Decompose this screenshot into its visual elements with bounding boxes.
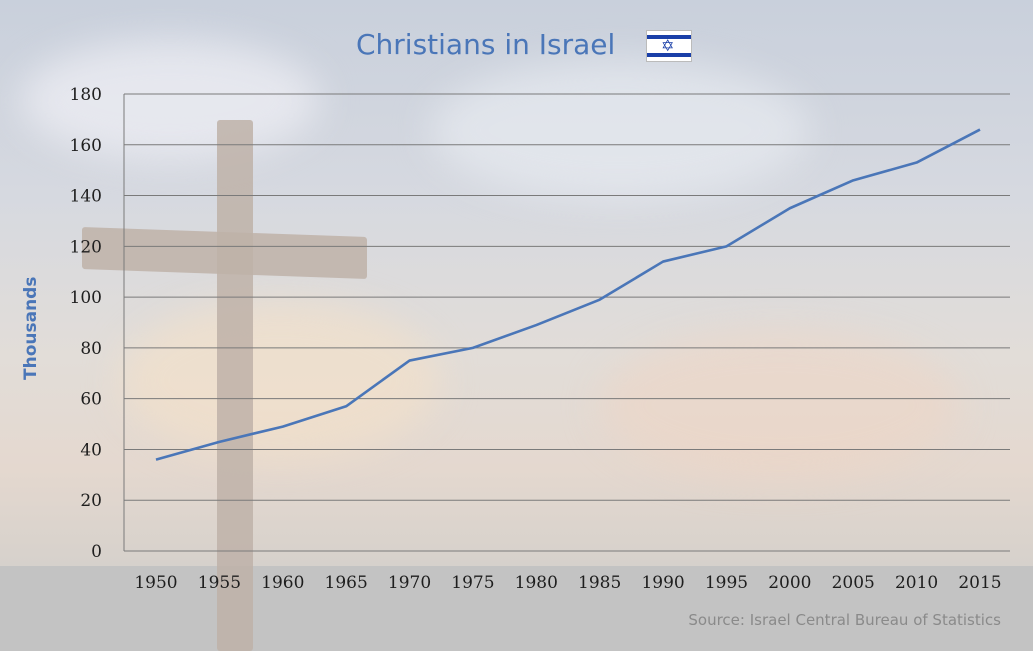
x-tick-label: 1990 [641, 573, 684, 593]
series-line [155, 128, 981, 461]
x-tick-label: 1960 [261, 573, 304, 593]
y-tick-label: 80 [80, 339, 102, 359]
chart-title: Christians in Israel [356, 28, 616, 61]
cross-upright [217, 120, 253, 651]
x-tick-label: 1980 [515, 573, 558, 593]
x-tick-label: 1965 [325, 573, 368, 593]
ground-strip [0, 566, 1033, 651]
x-tick-label: 1950 [134, 573, 177, 593]
x-tick-label: 1975 [451, 573, 494, 593]
cloud-shape [20, 40, 320, 160]
cloud-shape [430, 60, 810, 200]
x-tick-label: 2015 [958, 573, 1001, 593]
y-tick-label: 0 [91, 542, 102, 562]
y-tick-label: 120 [70, 237, 102, 257]
x-tick-label: 1955 [198, 573, 241, 593]
y-tick-label: 100 [70, 288, 102, 308]
x-tick-label: 1970 [388, 573, 431, 593]
source-note: Source: Israel Central Bureau of Statist… [688, 611, 1001, 629]
x-tick-label: 2005 [832, 573, 875, 593]
x-tick-label: 2010 [895, 573, 938, 593]
y-tick-label: 60 [80, 390, 102, 410]
x-tick-label: 1995 [705, 573, 748, 593]
cloud-shape [120, 300, 440, 460]
y-tick-label: 160 [70, 136, 102, 156]
y-tick-label: 180 [70, 85, 102, 105]
y-tick-label: 40 [80, 440, 102, 460]
y-tick-label: 140 [70, 187, 102, 207]
y-tick-label: 20 [80, 491, 102, 511]
x-tick-label: 1985 [578, 573, 621, 593]
israel-flag-icon: ✡ [646, 30, 692, 62]
x-tick-label: 2000 [768, 573, 811, 593]
cloud-shape [600, 330, 960, 480]
